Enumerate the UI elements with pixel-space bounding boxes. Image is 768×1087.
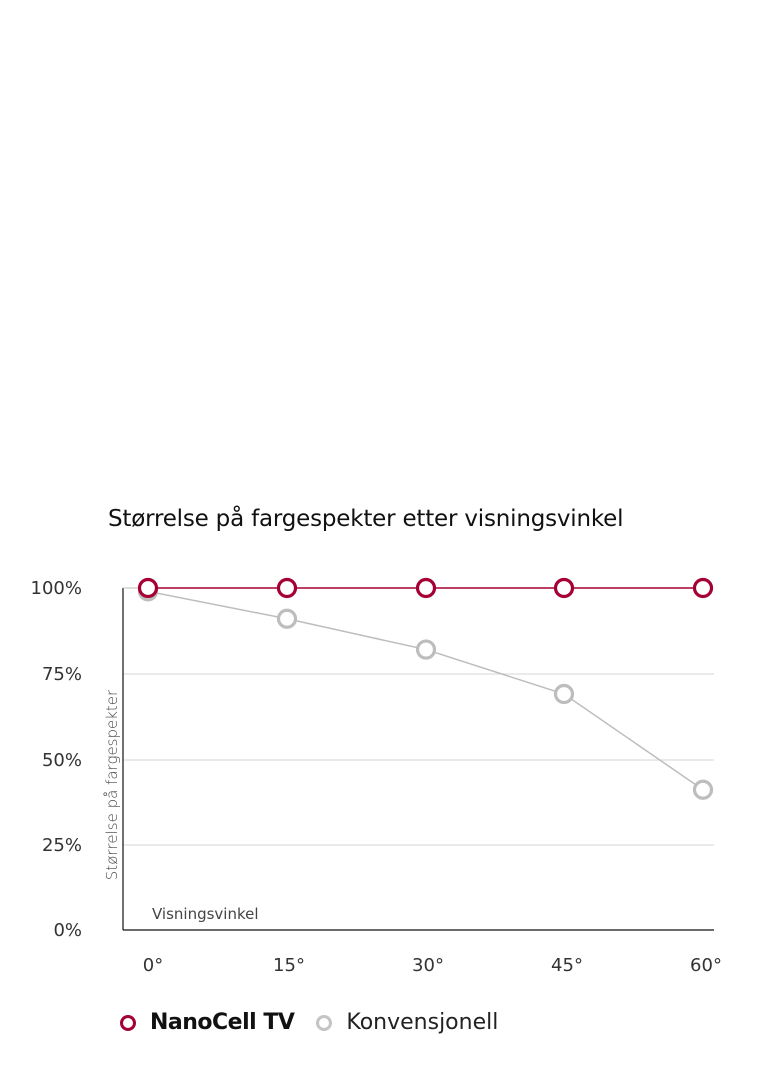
data-point-marker <box>276 608 298 629</box>
legend-label-nanocell: NanoCell TV <box>150 1010 295 1035</box>
data-point-marker <box>553 577 575 599</box>
data-point-marker <box>137 577 159 599</box>
circle-marker-icon <box>316 1014 333 1031</box>
series-konvensjonell <box>137 581 714 800</box>
data-point-marker <box>415 639 437 660</box>
y-tick-75: 75% <box>41 664 82 685</box>
x-tick-0: 0° <box>142 955 164 976</box>
gridlines <box>123 673 714 846</box>
x-tick-45: 45° <box>551 955 583 976</box>
data-point-marker <box>692 779 714 800</box>
x-axis-label: Visningsvinkel <box>152 905 259 923</box>
data-point-marker <box>276 577 298 599</box>
data-point-marker <box>692 577 714 599</box>
legend: NanoCell TV Konvensjonell <box>120 1010 520 1035</box>
y-tick-100: 100% <box>30 578 82 599</box>
x-tick-60: 60° <box>690 955 722 976</box>
y-tick-0: 0% <box>53 920 82 941</box>
data-point-marker <box>553 683 575 705</box>
data-point-marker <box>415 577 437 599</box>
circle-marker-icon <box>120 1014 136 1031</box>
y-tick-25: 25% <box>41 835 82 856</box>
series-nanocell <box>137 577 714 599</box>
chart-title: Størrelse på fargespekter etter visnings… <box>108 506 624 532</box>
x-tick-30: 30° <box>412 955 444 976</box>
legend-item-konvensjonell: Konvensjonell <box>316 1010 498 1035</box>
y-tick-50: 50% <box>41 750 82 771</box>
legend-label-konvensjonell: Konvensjonell <box>346 1010 499 1035</box>
legend-item-nanocell: NanoCell TV <box>120 1010 295 1035</box>
x-tick-15: 15° <box>273 955 305 976</box>
